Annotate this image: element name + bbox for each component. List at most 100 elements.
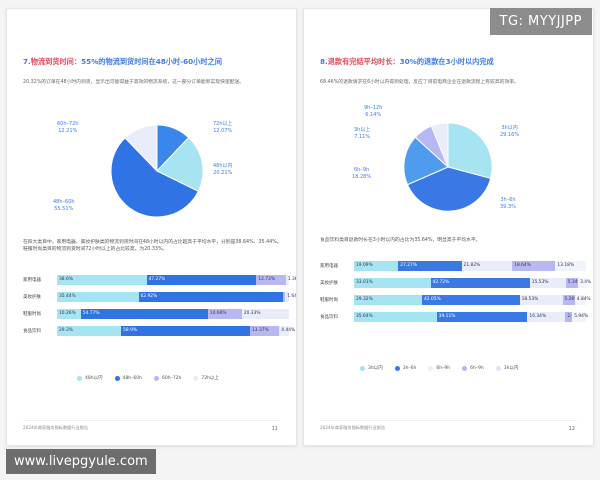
legend-label: 6h–9h xyxy=(470,365,484,371)
legend-swatch xyxy=(153,375,159,381)
bar-segment: 35.44% xyxy=(57,292,139,302)
pie-label-48-less: 48h以内 20.21% xyxy=(213,163,233,176)
bar-segment: 27.27% xyxy=(398,261,462,271)
bar-segment: 2.97% xyxy=(565,312,581,322)
stacked-bar: 35.44%62.92%1.64% xyxy=(57,292,296,302)
legend-swatch xyxy=(495,365,501,371)
legend-refund: 3h以内 3h–6h 6h–9h 6h–9h 3h以内 xyxy=(360,365,519,371)
title-text: 30%的退款在3小时以内完成 xyxy=(399,57,494,66)
bar-segment: 42.72% xyxy=(430,278,530,288)
bar-row-label: 食品饮料 xyxy=(320,315,338,320)
bar-row-label: 家用电器 xyxy=(23,278,41,283)
bar-row: 鞋服时尚 10.26% 54.77% 14.66% 20.33% xyxy=(23,309,289,319)
bar-segment: 18.64% xyxy=(512,261,556,271)
title-number: 8. xyxy=(320,57,328,66)
bar-segment: 18.53% xyxy=(519,295,563,305)
legend-item: 72h以上 xyxy=(193,375,219,381)
legend-item: 6h–9h xyxy=(428,365,450,371)
legend-item: 3h以内 xyxy=(495,365,519,371)
legend-item: 60h–72h xyxy=(153,375,182,381)
pie-label-72-plus: 72h以上 12.07% xyxy=(213,121,233,134)
bar-segment: 12.73% xyxy=(256,275,286,285)
bar-segment: 29.32% xyxy=(354,295,423,305)
legend-item: 48h以内 xyxy=(77,375,103,381)
bar-row: 美妆护肤 33.01% 42.72% 15.53% 5.34% 3.4% xyxy=(320,278,591,288)
bar-segment: 29.3% xyxy=(57,326,122,336)
bar-row-label: 美妆护肤 xyxy=(320,281,338,286)
legend-logistics: 48h以内 48h–60h 60h–72h 72h以上 xyxy=(77,375,219,381)
pie-slice-2 xyxy=(110,137,199,218)
bar-segment: 62.92% xyxy=(138,292,284,302)
legend-swatch xyxy=(394,365,400,371)
bar-segment: 14.66% xyxy=(207,309,242,319)
page-right: 8.退款有完结平均时长：30%的退款在3小时以内完成 68.46%的退款请求在6… xyxy=(303,8,594,446)
page-left: 7.物流到货时间：55%的物流到货时间在48小时-60小时之间 20.32%的订… xyxy=(6,8,297,446)
bar-segment: 1.64% xyxy=(285,292,296,302)
bar-segment: 47.27% xyxy=(146,275,257,285)
footer-title: 2024年商家服务指标数据行业报告 xyxy=(23,425,89,430)
legend-item: 3h–6h xyxy=(394,365,417,371)
bar-row: 鞋服时尚 29.32% 42.05% 18.53% 5.26% 4.84% xyxy=(320,295,591,305)
legend-label: 72h以上 xyxy=(201,376,219,381)
intro-text: 20.32%的订单在48小时内到货，显示出可能得益于高效的物流系统，这一部分订单… xyxy=(23,80,245,85)
page-number: 12 xyxy=(568,426,575,432)
pie-label-48-60: 48h–60h 55.51% xyxy=(53,199,75,212)
bar-segment: 5.94% xyxy=(572,312,588,322)
telegram-watermark: TG: MYYJJPP xyxy=(489,8,592,35)
bar-row: 家用电器 38.6%47.27%12.73%1.36% xyxy=(23,275,296,285)
title-text: 55%的物流到货时间在48小时-60小时之间 xyxy=(81,57,222,66)
bar-row-label: 家用电器 xyxy=(320,264,338,269)
category-paragraph: 在四大类目中，家用电器、美妆护肤类的物流到货时间在48小时以内的占比超高于平均水… xyxy=(23,240,282,252)
legend-label: 48h–60h xyxy=(122,375,142,381)
legend-swatch xyxy=(114,375,120,381)
bar-segment: 10.26% xyxy=(57,309,81,319)
legend-swatch xyxy=(462,365,468,371)
bar-row: 食品饮料 35.64%39.11%16.34%2.97%5.94% xyxy=(320,312,588,322)
bar-segment: 15.53% xyxy=(529,278,566,288)
stacked-bar: 29.32% 42.05% 18.53% 5.26% 4.84% xyxy=(354,295,591,305)
legend-swatch xyxy=(193,375,199,381)
footer-title: 2024年商家服务指标数据行业报告 xyxy=(320,425,386,430)
pie-label-6-9: 6h–9h 18.28% xyxy=(352,167,372,180)
pie-slice-1 xyxy=(406,166,492,212)
legend-swatch xyxy=(77,375,82,381)
bar-segment: 58.9% xyxy=(121,326,250,336)
legend-item: 6h–9h xyxy=(462,365,484,371)
url-watermark: www.livepgyule.com xyxy=(6,449,156,474)
legend-label: 3h以内 xyxy=(503,366,519,371)
report-spread: 7.物流到货时间：55%的物流到货时间在48小时-60小时之间 20.32%的订… xyxy=(6,8,594,446)
page-number: 11 xyxy=(271,426,278,432)
legend-swatch xyxy=(428,365,434,371)
bar-row: 食品饮料 29.3% 58.9% 13.37% 4.44% xyxy=(23,326,295,336)
bar-segment: 21.82% xyxy=(461,261,513,271)
bar-segment: 20.33% xyxy=(241,309,289,319)
bar-segment: 3.4% xyxy=(578,278,591,288)
stacked-bar: 10.26% 54.77% 14.66% 20.33% xyxy=(57,309,289,319)
bar-segment: 5.26% xyxy=(562,295,579,305)
intro-text: 68.46%的退款请求在6小时以内得到处理，反应了目前电商企业在退款流程上有较高… xyxy=(320,80,519,85)
footer-divider xyxy=(320,420,577,421)
bar-segment: 42.05% xyxy=(422,295,520,305)
bar-segment: 19.09% xyxy=(354,261,399,271)
bar-row-label: 美妆护肤 xyxy=(23,295,41,300)
stacked-bar: 35.64%39.11%16.34%2.97%5.94% xyxy=(354,312,588,322)
legend-label: 3h–6h xyxy=(402,365,417,371)
bar-segment xyxy=(283,292,286,302)
bar-segment: 13.18% xyxy=(555,261,586,271)
pie-slice-0 xyxy=(447,122,493,180)
footer-divider xyxy=(23,420,280,421)
title-emphasis: 退款有完结平均时长： xyxy=(327,57,400,66)
pie-slice-1 xyxy=(156,136,204,192)
bar-segment: 1.36% xyxy=(285,275,296,285)
bar-segment: 16.34% xyxy=(527,312,566,322)
bar-row: 家用电器 19.09% 27.27% 21.82% 18.64% 13.18% xyxy=(320,261,586,271)
pie-chart-logistics xyxy=(110,124,204,218)
pie-label-3-6: 3h–6h 39.3% xyxy=(500,197,516,210)
legend-label: 60h–72h xyxy=(161,375,182,381)
section-title-logistics: 7.物流到货时间：55%的物流到货时间在48小时-60小时之间 xyxy=(23,57,222,67)
pie-slice-3 xyxy=(124,124,158,173)
section-title-refund: 8.退款有完结平均时长：30%的退款在3小时以内完成 xyxy=(320,57,494,67)
pie-label-9-12: 9h–12h 6.14% xyxy=(364,105,383,118)
bar-row-label: 食品饮料 xyxy=(23,329,41,334)
legend-swatch xyxy=(360,365,365,371)
